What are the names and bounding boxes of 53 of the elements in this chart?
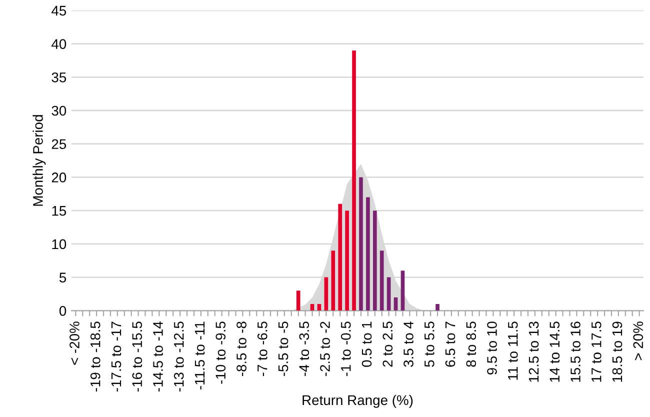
x-tick-label: 6.5 to 7 [445, 322, 456, 367]
bar [366, 197, 370, 311]
x-tick-label: -4 to -3.5 [299, 322, 310, 376]
x-axis-title: Return Range (%) [302, 394, 413, 408]
x-tick-label: 18.5 to 19 [612, 322, 622, 382]
bar [386, 277, 391, 311]
x-tick-label: 12.5 to 13 [528, 322, 539, 382]
x-tick-label: < -20% [70, 322, 80, 365]
x-tick-label: -5.5 to -5 [278, 322, 288, 376]
bar [372, 210, 377, 311]
x-tick-label: -13 to -12.5 [174, 322, 184, 392]
bar [345, 210, 349, 311]
x-tick-label: -8.5 to -8 [236, 322, 246, 376]
bar [324, 277, 328, 311]
y-tick-label: 5 [59, 272, 66, 282]
x-tick-label: -2.5 to -2 [320, 322, 330, 376]
y-tick-label: 20 [52, 172, 66, 182]
bar [296, 290, 300, 311]
x-tick-label: 14 to 14.5 [550, 322, 560, 382]
x-tick-label: 9.5 to 10 [487, 322, 497, 374]
x-tick-label: -10 to -9.5 [216, 322, 226, 384]
x-tick-label: 11 to 11.5 [508, 322, 518, 380]
x-tick-label: -11.5 to -11 [194, 322, 205, 390]
x-tick-label: 8 to 8.5 [466, 322, 476, 367]
y-tick-label: 10 [52, 239, 66, 250]
bar [352, 50, 356, 311]
y-tick-label: 30 [52, 106, 66, 116]
y-tick-label: 45 [52, 6, 66, 16]
bar [359, 177, 363, 311]
bar [338, 204, 342, 311]
y-tick-label: 0 [59, 306, 66, 316]
x-tick-label: 15.5 to 16 [570, 322, 580, 382]
x-tick-label: > 20% [633, 322, 644, 360]
bar [400, 270, 405, 311]
x-tick-label: 2 to 2.5 [382, 322, 393, 367]
x-tick-label: -19 to -18.5 [90, 322, 100, 392]
x-tick-label: 0.5 to 1 [362, 322, 372, 367]
x-tick-label: 3.5 to 4 [404, 321, 414, 367]
y-tick-label: 15 [52, 206, 66, 216]
x-tick-label: -17.5 to -17 [111, 322, 122, 392]
bar [436, 304, 440, 311]
x-tick-label: -7 to -6.5 [257, 322, 268, 376]
x-tick-label: -16 to -15.5 [132, 322, 142, 392]
y-axis-title: Monthly Period [32, 115, 46, 206]
x-tick-label: -14.5 to -14 [153, 321, 163, 392]
y-tick-label: 25 [52, 139, 66, 150]
x-tick-label: 5 to 5.5 [424, 322, 434, 367]
x-tick-label: -1 to -0.5 [340, 322, 351, 376]
bar [331, 250, 336, 311]
bar [380, 250, 384, 311]
y-tick-label: 35 [52, 72, 66, 82]
x-tick-label: 17 to 17.5 [592, 322, 602, 382]
y-tick-label: 40 [52, 39, 66, 49]
